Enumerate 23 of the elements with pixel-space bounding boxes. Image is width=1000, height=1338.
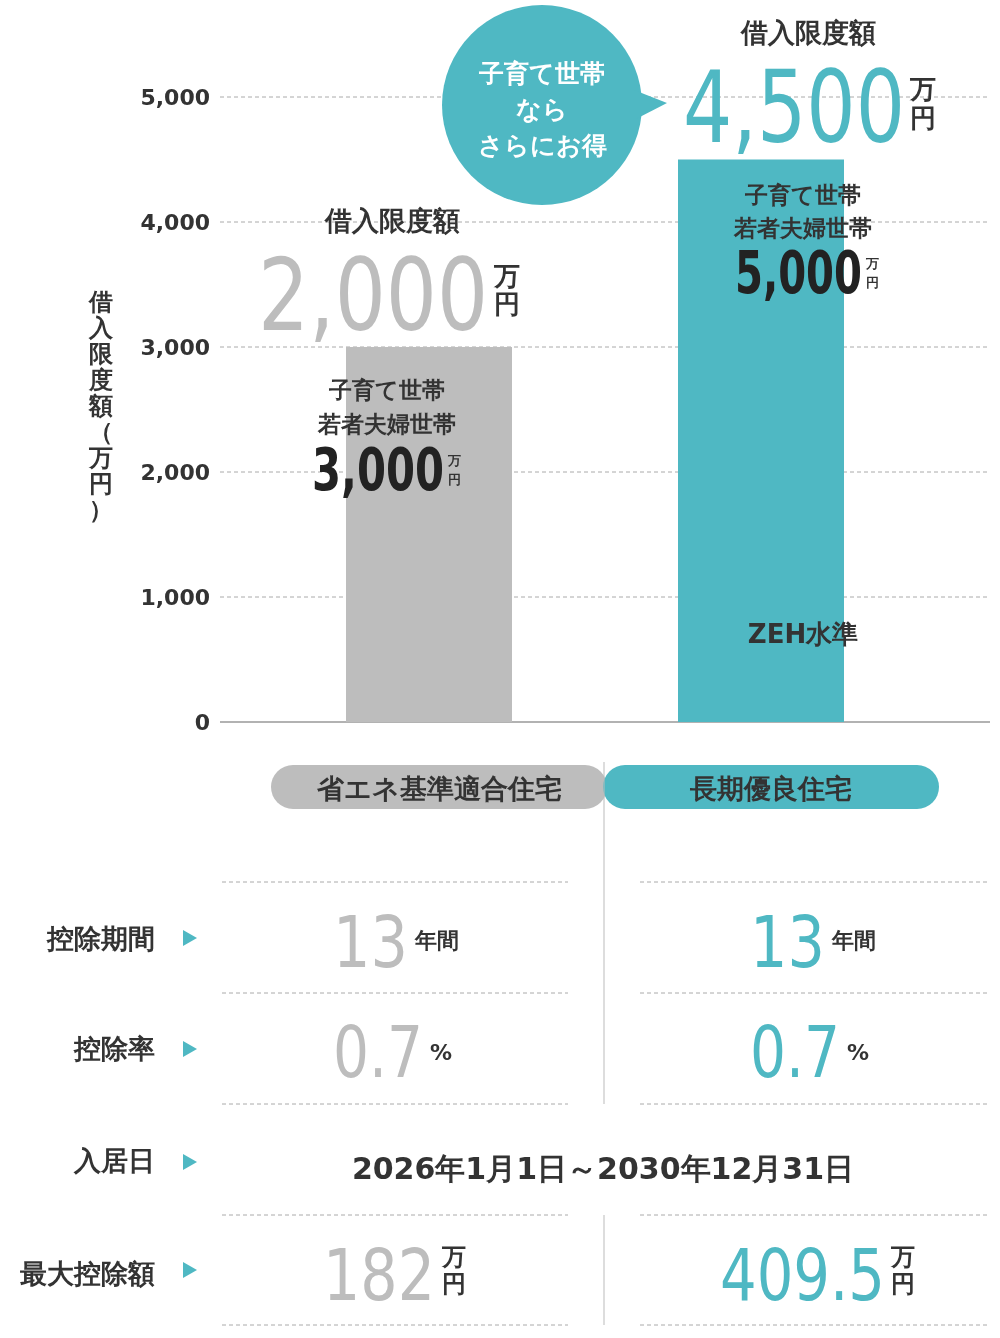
- x-tick-label: 長期優良住宅: [689, 773, 852, 804]
- annotation: さらにお得: [477, 131, 607, 160]
- text: 0.7%: [750, 1010, 870, 1094]
- y-tick-label: 5,000: [140, 85, 210, 110]
- y-tick-label: 2,000: [140, 460, 210, 485]
- text: 控除率: [73, 1033, 155, 1064]
- text: 最大控除額: [19, 1258, 155, 1289]
- text: 子育て世帯: [478, 59, 605, 88]
- annotation: 子育て世帯: [328, 377, 445, 403]
- text: 0.7%: [333, 1010, 453, 1094]
- annotation: 若者夫婦世帯: [317, 411, 456, 437]
- y-tick-label: 3,000: [140, 335, 210, 360]
- text: 借入限度額: [739, 17, 876, 48]
- y-tick-label: 4,000: [140, 210, 210, 235]
- annotation: なら: [516, 95, 568, 124]
- text: 入居日: [73, 1145, 155, 1176]
- text: 控除期間: [46, 923, 155, 954]
- y-tick-label: 0: [194, 710, 210, 735]
- x-tick-label: 省エネ基準適合住宅: [315, 773, 562, 804]
- y-tick-label: 1,000: [140, 585, 210, 610]
- text: 借入限度額（万円）: [89, 288, 113, 524]
- text: 2026年1月1日～2030年12月31日: [351, 1151, 855, 1186]
- annotation: 借入限度額: [323, 205, 460, 236]
